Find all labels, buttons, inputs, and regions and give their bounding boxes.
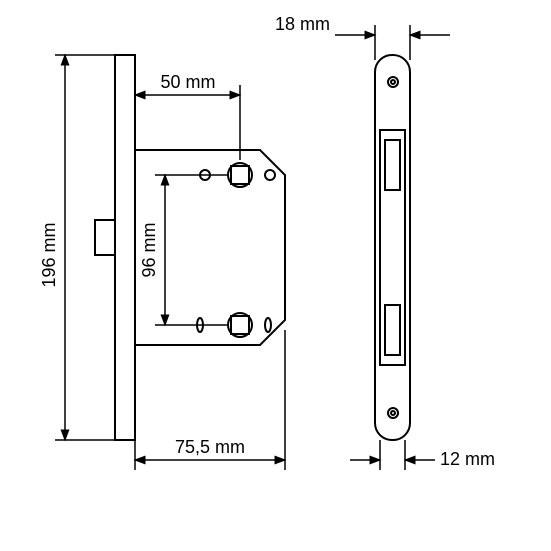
dim-12: 12 mm — [350, 440, 495, 470]
dim-196: 196 mm — [39, 55, 115, 440]
dim-18: 18 mm — [275, 14, 450, 60]
strike-screw-bot — [388, 408, 398, 418]
strike-screw-top — [388, 77, 398, 87]
lock-diagram: 196 mm 50 mm 96 mm 75,5 mm 18 mm 12 mm — [0, 0, 551, 551]
strike-inner — [380, 130, 405, 365]
spindle-top-square — [231, 166, 249, 184]
screw-hole-tr — [265, 170, 275, 180]
dim-50-label: 50 mm — [160, 72, 215, 92]
side-view — [375, 55, 410, 440]
front-view — [95, 55, 285, 440]
dim-96-label: 96 mm — [139, 222, 159, 277]
faceplate — [115, 55, 135, 440]
strike-bolt-bot — [385, 305, 400, 355]
strike-screw-bot-in — [391, 411, 395, 415]
strike-bolt-top — [385, 140, 400, 190]
spindle-bot-square — [231, 316, 249, 334]
dim-755-label: 75,5 mm — [175, 437, 245, 457]
latch-bolt — [95, 220, 115, 255]
dim-18-label: 18 mm — [275, 14, 330, 34]
strike-screw-top-in — [391, 80, 395, 84]
dim-12-label: 12 mm — [440, 449, 495, 469]
dim-96: 96 mm — [139, 175, 228, 325]
slot-br — [265, 318, 271, 332]
dim-50: 50 mm — [135, 72, 240, 160]
dim-196-label: 196 mm — [39, 222, 59, 287]
dim-755: 75,5 mm — [135, 330, 285, 470]
